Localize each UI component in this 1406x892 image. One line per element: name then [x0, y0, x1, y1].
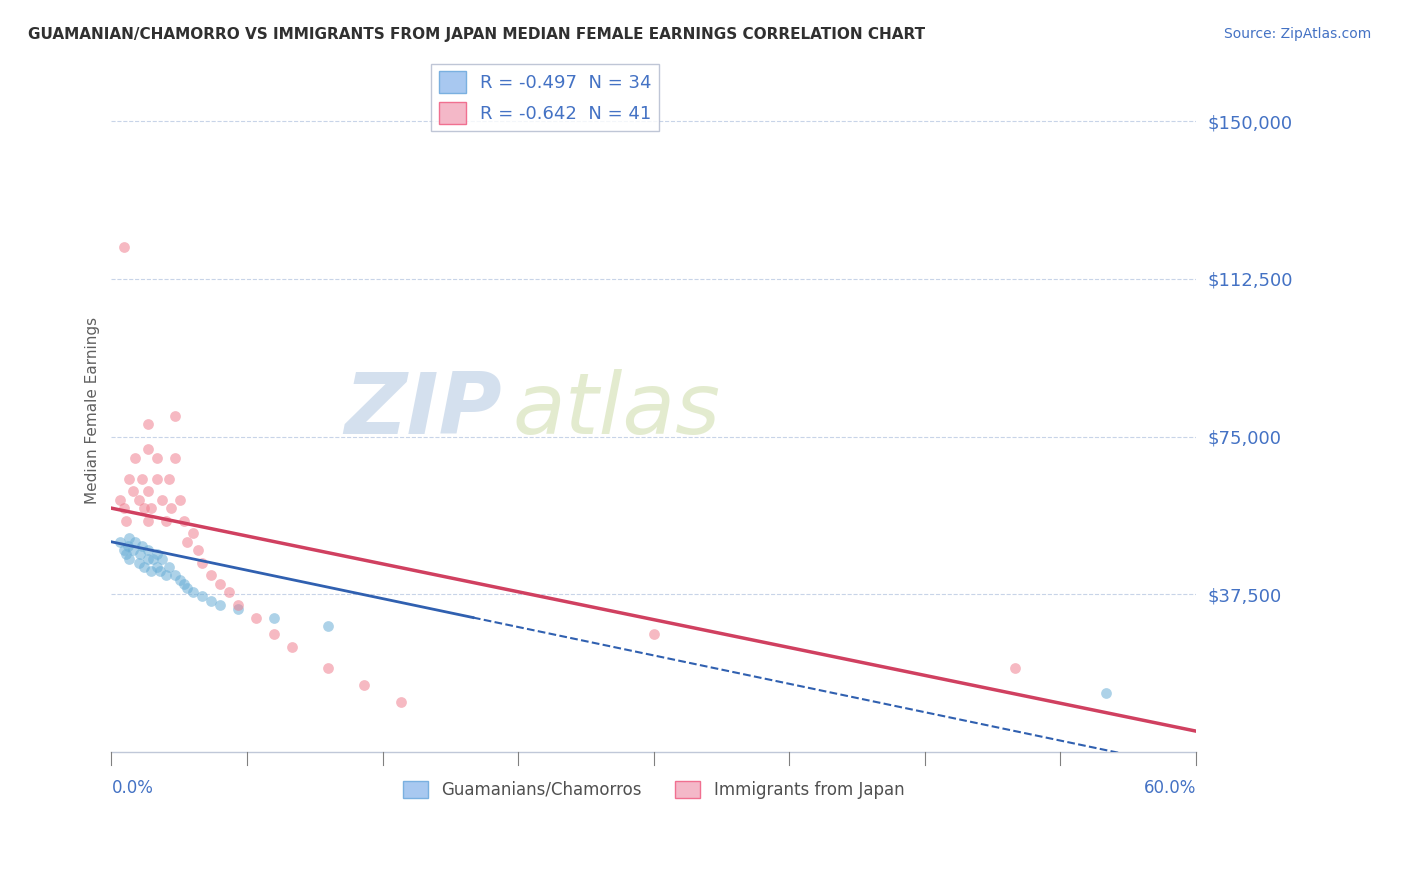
Point — [160, 501, 183, 516]
Point — [117, 539, 139, 553]
Point — [200, 568, 222, 582]
Point — [176, 534, 198, 549]
Point — [145, 472, 167, 486]
Point — [155, 568, 177, 582]
Point — [141, 564, 163, 578]
Point — [115, 548, 138, 562]
Point — [1004, 661, 1026, 675]
Point — [110, 534, 132, 549]
Point — [157, 560, 180, 574]
Point — [353, 678, 375, 692]
Point — [141, 501, 163, 516]
Point — [176, 581, 198, 595]
Point — [124, 450, 146, 465]
Point — [122, 484, 145, 499]
Text: Source: ZipAtlas.com: Source: ZipAtlas.com — [1223, 27, 1371, 41]
Point — [128, 556, 150, 570]
Point — [136, 442, 159, 457]
Text: 60.0%: 60.0% — [1143, 780, 1197, 797]
Point — [169, 492, 191, 507]
Point — [112, 543, 135, 558]
Point — [131, 539, 153, 553]
Point — [245, 610, 267, 624]
Point — [150, 551, 173, 566]
Point — [318, 661, 340, 675]
Point — [129, 548, 152, 562]
Point — [128, 492, 150, 507]
Point — [118, 472, 141, 486]
Point — [173, 577, 195, 591]
Point — [122, 543, 145, 558]
Point — [163, 450, 186, 465]
Point — [643, 627, 665, 641]
Text: GUAMANIAN/CHAMORRO VS IMMIGRANTS FROM JAPAN MEDIAN FEMALE EARNINGS CORRELATION C: GUAMANIAN/CHAMORRO VS IMMIGRANTS FROM JA… — [28, 27, 925, 42]
Point — [218, 585, 240, 599]
Point — [318, 619, 340, 633]
Point — [150, 492, 173, 507]
Y-axis label: Median Female Earnings: Median Female Earnings — [86, 317, 100, 504]
Point — [181, 585, 204, 599]
Text: ZIP: ZIP — [344, 368, 502, 452]
Point — [200, 593, 222, 607]
Point — [155, 514, 177, 528]
Point — [112, 501, 135, 516]
Point — [136, 484, 159, 499]
Point — [187, 543, 209, 558]
Point — [112, 240, 135, 254]
Point — [169, 573, 191, 587]
Point — [132, 501, 155, 516]
Point — [281, 640, 304, 654]
Text: atlas: atlas — [513, 368, 721, 452]
Point — [124, 534, 146, 549]
Point — [145, 548, 167, 562]
Legend: Guamanians/Chamorros, Immigrants from Japan: Guamanians/Chamorros, Immigrants from Ja… — [396, 774, 911, 805]
Point — [157, 472, 180, 486]
Point — [118, 531, 141, 545]
Point — [136, 417, 159, 431]
Point — [115, 514, 138, 528]
Point — [136, 551, 159, 566]
Point — [173, 514, 195, 528]
Point — [149, 564, 172, 578]
Point — [145, 450, 167, 465]
Point — [136, 514, 159, 528]
Point — [208, 577, 231, 591]
Point — [181, 526, 204, 541]
Point — [110, 492, 132, 507]
Point — [226, 598, 249, 612]
Point — [142, 551, 165, 566]
Point — [263, 627, 285, 641]
Point — [208, 598, 231, 612]
Point — [226, 602, 249, 616]
Point — [163, 409, 186, 423]
Point — [191, 590, 214, 604]
Point — [145, 560, 167, 574]
Text: 0.0%: 0.0% — [111, 780, 153, 797]
Point — [191, 556, 214, 570]
Point — [163, 568, 186, 582]
Point — [132, 560, 155, 574]
Point — [131, 472, 153, 486]
Point — [136, 543, 159, 558]
Point — [263, 610, 285, 624]
Point — [389, 695, 412, 709]
Point — [1094, 686, 1116, 700]
Point — [118, 551, 141, 566]
